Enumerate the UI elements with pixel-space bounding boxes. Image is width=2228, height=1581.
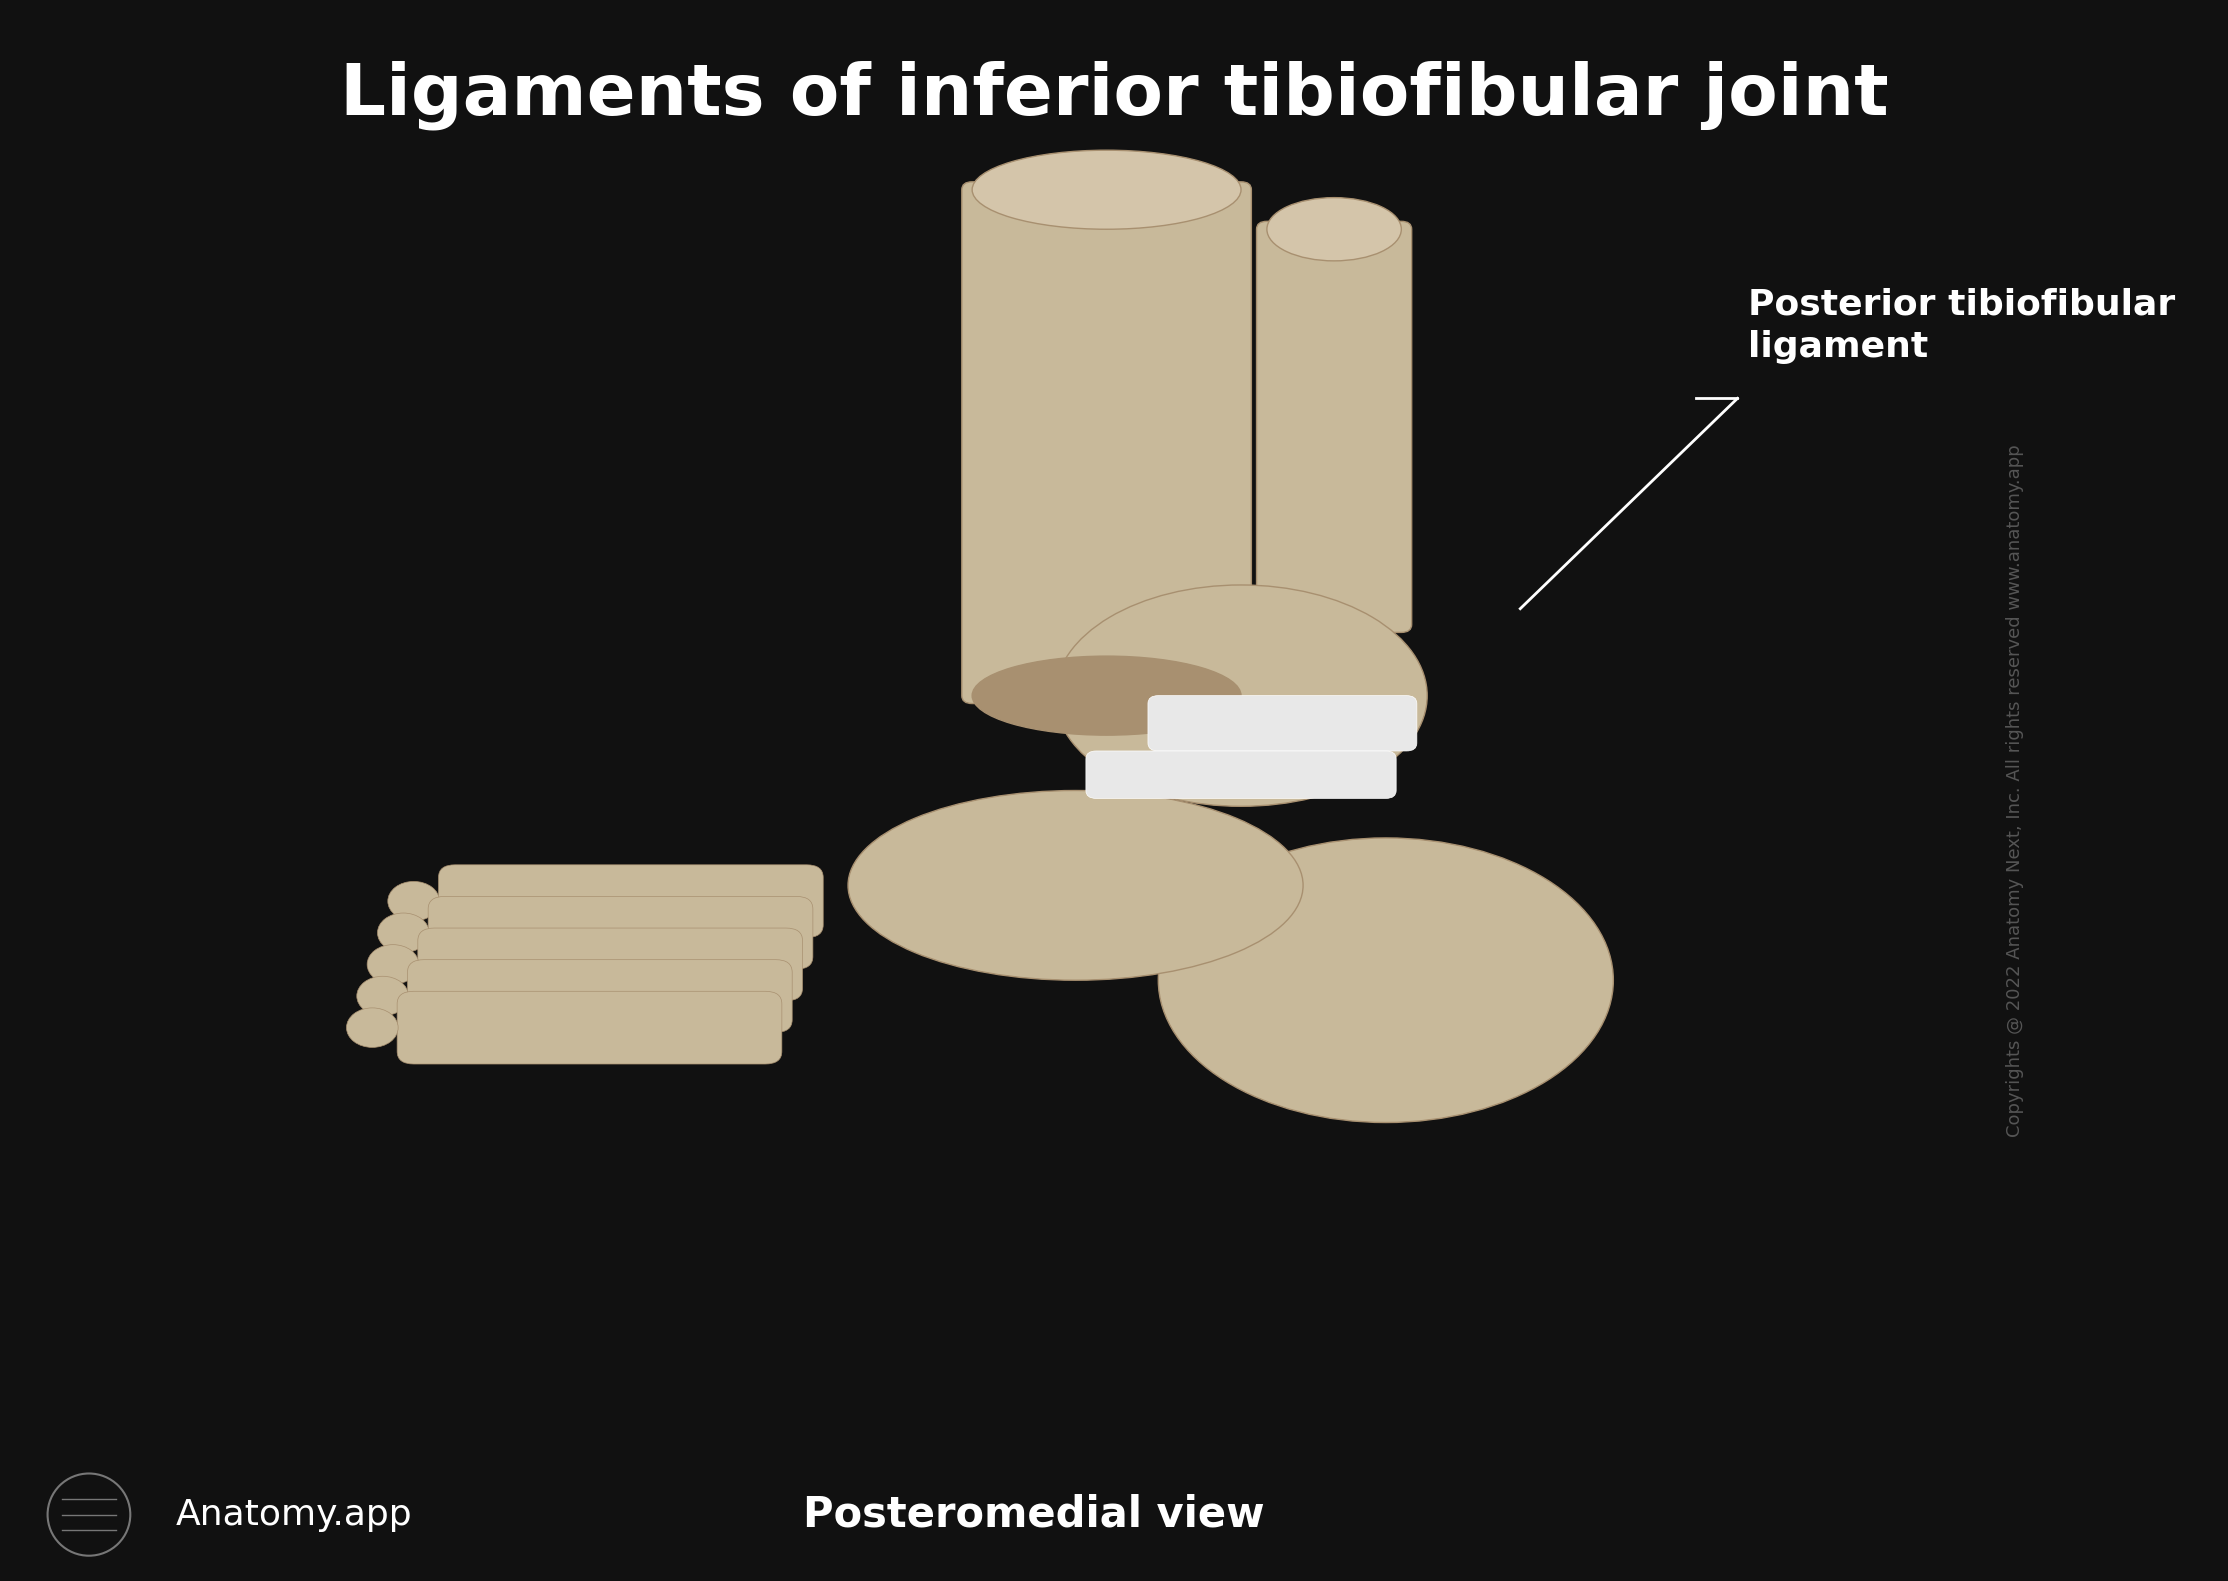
FancyBboxPatch shape — [408, 960, 793, 1032]
Text: Copyrights @ 2022 Anatomy Next, Inc. All rights reserved www.anatomy.app: Copyrights @ 2022 Anatomy Next, Inc. All… — [2005, 444, 2023, 1137]
Ellipse shape — [1054, 585, 1428, 806]
Ellipse shape — [849, 790, 1303, 980]
FancyBboxPatch shape — [962, 182, 1252, 704]
Ellipse shape — [971, 150, 1241, 229]
Ellipse shape — [368, 944, 419, 983]
Ellipse shape — [356, 975, 408, 1017]
Ellipse shape — [971, 656, 1241, 735]
Ellipse shape — [388, 881, 439, 920]
FancyBboxPatch shape — [428, 896, 813, 969]
Ellipse shape — [377, 914, 430, 952]
Ellipse shape — [348, 1009, 399, 1048]
Text: Anatomy.app: Anatomy.app — [176, 1497, 412, 1532]
Ellipse shape — [1159, 838, 1613, 1123]
Text: Posteromedial view: Posteromedial view — [804, 1494, 1266, 1535]
FancyBboxPatch shape — [1085, 751, 1397, 798]
FancyBboxPatch shape — [439, 865, 822, 938]
FancyBboxPatch shape — [419, 928, 802, 1001]
FancyBboxPatch shape — [1257, 221, 1413, 632]
FancyBboxPatch shape — [397, 991, 782, 1064]
Text: Ligaments of inferior tibiofibular joint: Ligaments of inferior tibiofibular joint — [339, 60, 1889, 130]
FancyBboxPatch shape — [1147, 696, 1417, 751]
Text: Posterior tibiofibular
ligament: Posterior tibiofibular ligament — [1747, 288, 2175, 364]
Ellipse shape — [1268, 198, 1401, 261]
